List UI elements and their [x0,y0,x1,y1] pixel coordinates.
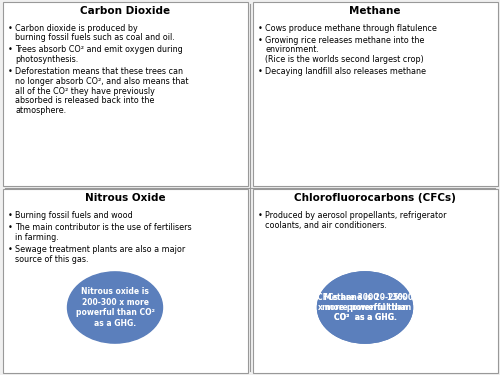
Text: •: • [8,24,12,33]
Text: •: • [8,45,12,54]
Text: Cows produce methane through flatulence: Cows produce methane through flatulence [265,24,437,33]
Text: •: • [258,24,262,33]
Text: burning fossil fuels such as coal and oil.: burning fossil fuels such as coal and oi… [15,33,175,42]
FancyBboxPatch shape [252,2,498,186]
Text: •: • [8,245,12,254]
Text: Growing rice releases methane into the: Growing rice releases methane into the [265,36,424,45]
Text: environment.: environment. [265,45,319,54]
Circle shape [318,272,412,343]
Text: Carbon dioxide is produced by: Carbon dioxide is produced by [15,24,138,33]
Text: Nitrous Oxide: Nitrous Oxide [84,193,166,203]
Text: •: • [8,223,12,232]
Text: Methane: Methane [349,6,401,16]
Text: source of this gas.: source of this gas. [15,255,88,264]
Text: all of the CO² they have previously: all of the CO² they have previously [15,87,155,96]
Text: Decaying landfill also releases methane: Decaying landfill also releases methane [265,67,426,76]
Text: in farming.: in farming. [15,233,59,242]
Text: no longer absorb CO², and also means that: no longer absorb CO², and also means tha… [15,77,188,86]
FancyBboxPatch shape [2,2,248,186]
Text: Methane is 20-25%
more powerful than
CO²  as a GHG.: Methane is 20-25% more powerful than CO²… [322,292,408,322]
Text: absorbed is released back into the: absorbed is released back into the [15,96,154,105]
Text: Chlorofluorocarbons (CFCs): Chlorofluorocarbons (CFCs) [294,193,456,203]
Text: CFCs are 3000 - 13000
x more powerful than
CO²  as a GHG.: CFCs are 3000 - 13000 x more powerful th… [317,292,413,322]
Text: •: • [258,211,262,220]
Text: Nitrous oxide is
200-300 x more
powerful than CO²
as a GHG.: Nitrous oxide is 200-300 x more powerful… [76,287,154,328]
Text: Produced by aerosol propellants, refrigerator: Produced by aerosol propellants, refrige… [265,211,446,220]
Text: Trees absorb CO² and emit oxygen during: Trees absorb CO² and emit oxygen during [15,45,183,54]
Text: The main contributor is the use of fertilisers: The main contributor is the use of ferti… [15,223,192,232]
Circle shape [68,272,162,343]
Text: Deforestation means that these trees can: Deforestation means that these trees can [15,67,183,76]
Text: Burning fossil fuels and wood: Burning fossil fuels and wood [15,211,133,220]
Text: atmosphere.: atmosphere. [15,106,66,115]
Text: •: • [8,211,12,220]
Text: coolants, and air conditioners.: coolants, and air conditioners. [265,221,387,230]
Text: •: • [258,36,262,45]
Text: Carbon Dioxide: Carbon Dioxide [80,6,170,16]
Text: photosynthesis.: photosynthesis. [15,55,78,64]
FancyBboxPatch shape [2,189,248,373]
Text: •: • [258,67,262,76]
Text: •: • [8,67,12,76]
Text: Sewage treatment plants are also a major: Sewage treatment plants are also a major [15,245,185,254]
Circle shape [318,272,412,343]
Text: (Rice is the worlds second largest crop): (Rice is the worlds second largest crop) [265,55,424,64]
FancyBboxPatch shape [252,189,498,373]
